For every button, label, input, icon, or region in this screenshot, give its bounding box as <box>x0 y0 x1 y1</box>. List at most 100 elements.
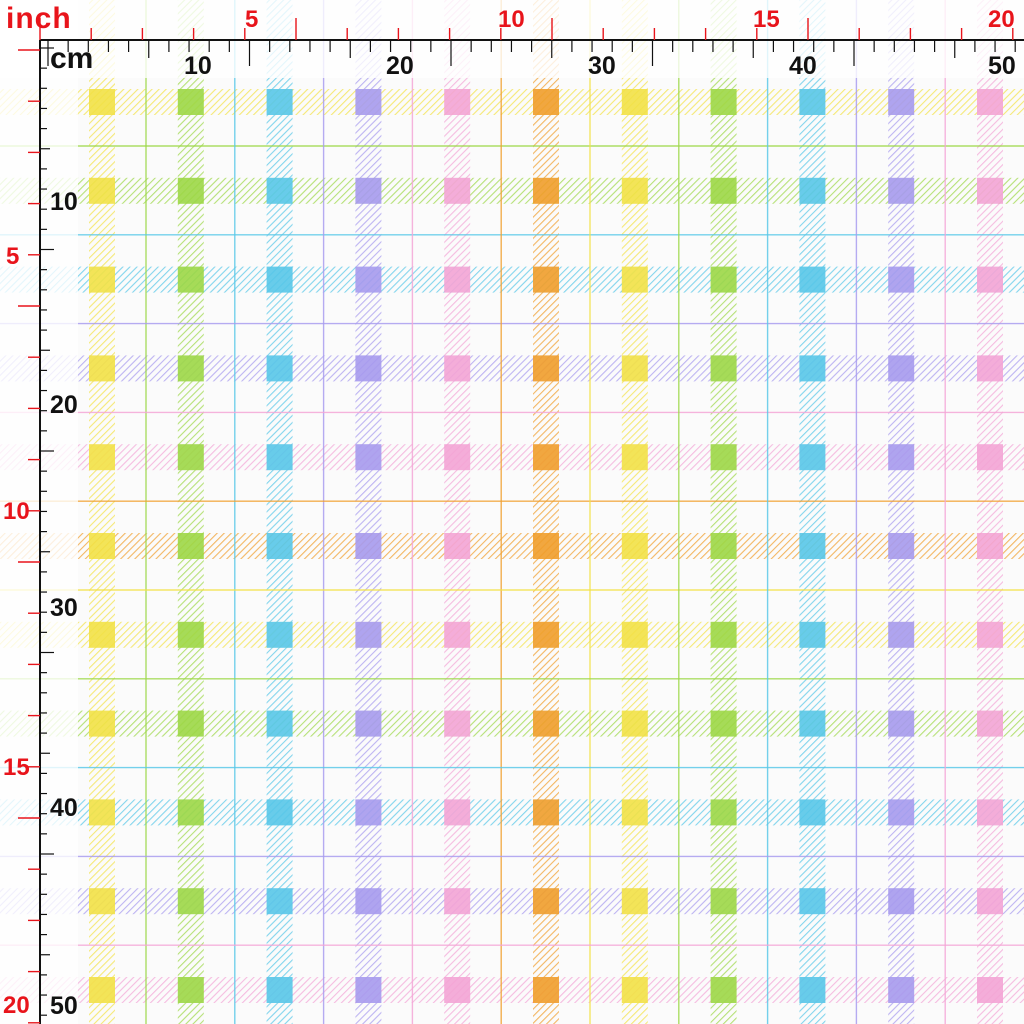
vertical-stripe <box>266 0 293 1024</box>
intersection-square <box>355 355 382 382</box>
cm-left-label: 40 <box>50 794 78 822</box>
intersection-square <box>89 533 115 559</box>
intersection-square <box>355 888 382 915</box>
intersection-square <box>355 799 382 826</box>
intersection-square <box>533 710 559 737</box>
inch-top-label: 10 <box>498 6 525 33</box>
intersection-square <box>355 977 382 1003</box>
horizontal-stripe <box>0 888 1024 915</box>
intersection-square <box>89 89 115 115</box>
cm-top-label: 30 <box>588 52 616 80</box>
intersection-square <box>355 266 382 293</box>
intersection-square <box>710 266 737 293</box>
intersection-square <box>977 533 1003 559</box>
intersection-square <box>621 444 648 471</box>
intersection-square <box>444 710 471 737</box>
intersection-square <box>89 888 115 915</box>
intersection-square <box>888 355 915 382</box>
intersection-square <box>177 977 204 1003</box>
intersection-square <box>89 444 115 471</box>
intersection-square <box>621 177 648 204</box>
intersection-square <box>710 888 737 915</box>
intersection-square <box>710 621 737 648</box>
intersection-square <box>977 710 1003 737</box>
intersection-square <box>977 444 1003 471</box>
intersection-square <box>710 977 737 1003</box>
intersection-square <box>89 621 115 648</box>
intersection-square <box>89 355 115 382</box>
intersection-square <box>621 888 648 915</box>
intersection-square <box>888 799 915 826</box>
intersection-square <box>533 799 559 826</box>
cm-top-label: 20 <box>386 52 414 80</box>
inch-top-label: 20 <box>988 6 1015 33</box>
intersection-square <box>533 89 559 115</box>
cm-left-label: 10 <box>50 188 78 216</box>
intersection-square <box>799 533 826 559</box>
intersection-square <box>621 533 648 559</box>
vertical-stripe <box>621 0 648 1024</box>
intersection-square <box>177 444 204 471</box>
intersection-square <box>444 888 471 915</box>
intersection-square <box>266 533 293 559</box>
intersection-square <box>355 621 382 648</box>
inch-left-label: 15 <box>3 754 30 781</box>
intersection-square <box>888 533 915 559</box>
intersection-square <box>799 355 826 382</box>
intersection-square <box>533 355 559 382</box>
horizontal-stripe <box>0 710 1024 737</box>
intersection-square <box>89 799 115 826</box>
intersection-square <box>621 977 648 1003</box>
intersection-square <box>977 888 1003 915</box>
cm-unit-label: cm <box>50 42 94 75</box>
intersection-square <box>89 266 115 293</box>
intersection-square <box>799 621 826 648</box>
vertical-stripe <box>888 0 915 1024</box>
intersection-square <box>977 977 1003 1003</box>
vertical-stripe <box>533 0 559 1024</box>
horizontal-stripe <box>0 533 1024 559</box>
intersection-square <box>799 444 826 471</box>
intersection-square <box>355 533 382 559</box>
horizontal-stripe <box>0 89 1024 115</box>
vertical-stripe <box>177 0 204 1024</box>
intersection-square <box>977 799 1003 826</box>
intersection-square <box>444 444 471 471</box>
intersection-square <box>977 266 1003 293</box>
intersection-square <box>89 710 115 737</box>
intersection-square <box>533 977 559 1003</box>
inch-left-label: 10 <box>3 498 30 525</box>
inch-left-label: 20 <box>3 992 30 1019</box>
intersection-square <box>621 89 648 115</box>
vertical-stripe <box>799 0 826 1024</box>
intersection-square <box>89 177 115 204</box>
intersection-square <box>266 444 293 471</box>
intersection-square <box>710 444 737 471</box>
inch-top-label: 15 <box>753 6 780 33</box>
vertical-stripe <box>89 0 115 1024</box>
intersection-square <box>266 977 293 1003</box>
intersection-square <box>888 444 915 471</box>
intersection-square <box>444 977 471 1003</box>
horizontal-stripe <box>0 621 1024 648</box>
intersection-square <box>177 621 204 648</box>
intersection-square <box>888 177 915 204</box>
horizontal-stripe <box>0 444 1024 471</box>
intersection-square <box>888 977 915 1003</box>
cm-left-label: 20 <box>50 391 78 419</box>
intersection-square <box>177 533 204 559</box>
intersection-square <box>444 89 471 115</box>
intersection-square <box>799 89 826 115</box>
intersection-square <box>177 799 204 826</box>
intersection-square <box>799 266 826 293</box>
intersection-square <box>977 89 1003 115</box>
intersection-square <box>533 444 559 471</box>
intersection-square <box>266 621 293 648</box>
horizontal-stripe <box>0 977 1024 1003</box>
intersection-square <box>266 888 293 915</box>
intersection-square <box>621 799 648 826</box>
intersection-square <box>710 710 737 737</box>
